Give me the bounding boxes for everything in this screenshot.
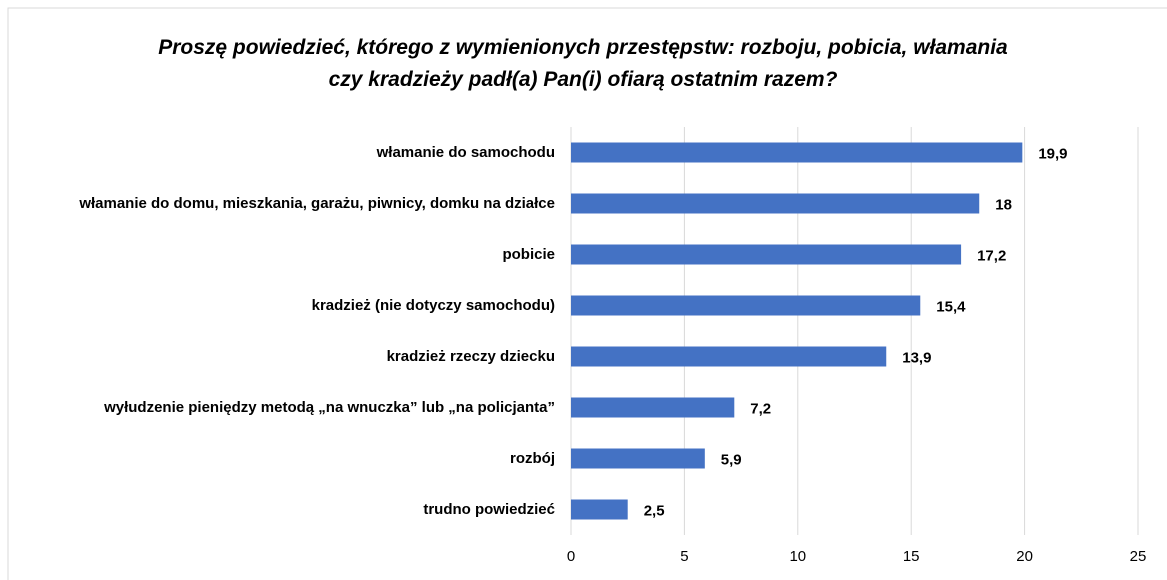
bar — [571, 295, 921, 316]
y-tick-label: rozbój — [510, 449, 555, 467]
x-tick-label: 0 — [567, 548, 575, 565]
chart-title: Proszę powiedzieć, którego z wymienionyc… — [158, 36, 1008, 91]
bar — [571, 142, 1023, 163]
y-tick-label: wyłudzenie pieniędzy metodą „na wnuczka”… — [104, 398, 555, 416]
bar — [571, 244, 962, 265]
y-tick-label: trudno powiedzieć — [423, 500, 555, 518]
x-tick-label: 10 — [789, 548, 806, 565]
bar — [571, 499, 628, 520]
value-label: 18 — [995, 196, 1012, 213]
y-tick-label: kradzież rzeczy dziecku — [386, 347, 555, 365]
x-tick-label: 25 — [1130, 548, 1147, 565]
value-label: 15,4 — [936, 298, 966, 315]
y-tick-label: kradzież (nie dotyczy samochodu) — [311, 296, 555, 314]
bar — [571, 193, 980, 214]
x-tick-label: 20 — [1016, 548, 1033, 565]
y-tick-label: pobicie — [502, 245, 555, 263]
x-tick-label: 15 — [903, 548, 920, 565]
value-label: 5,9 — [721, 451, 742, 468]
value-label: 13,9 — [902, 349, 931, 366]
bar — [571, 346, 887, 367]
value-label: 7,2 — [750, 400, 771, 417]
value-label: 2,5 — [644, 502, 665, 519]
y-tick-label: włamanie do domu, mieszkania, garażu, pi… — [79, 194, 555, 212]
chart-border — [7, 7, 1167, 580]
bar — [571, 397, 735, 418]
bar — [571, 448, 705, 469]
y-tick-label: włamanie do samochodu — [376, 143, 555, 161]
value-label: 17,2 — [977, 247, 1006, 264]
x-tick-label: 5 — [680, 548, 688, 565]
value-label: 19,9 — [1038, 145, 1067, 162]
